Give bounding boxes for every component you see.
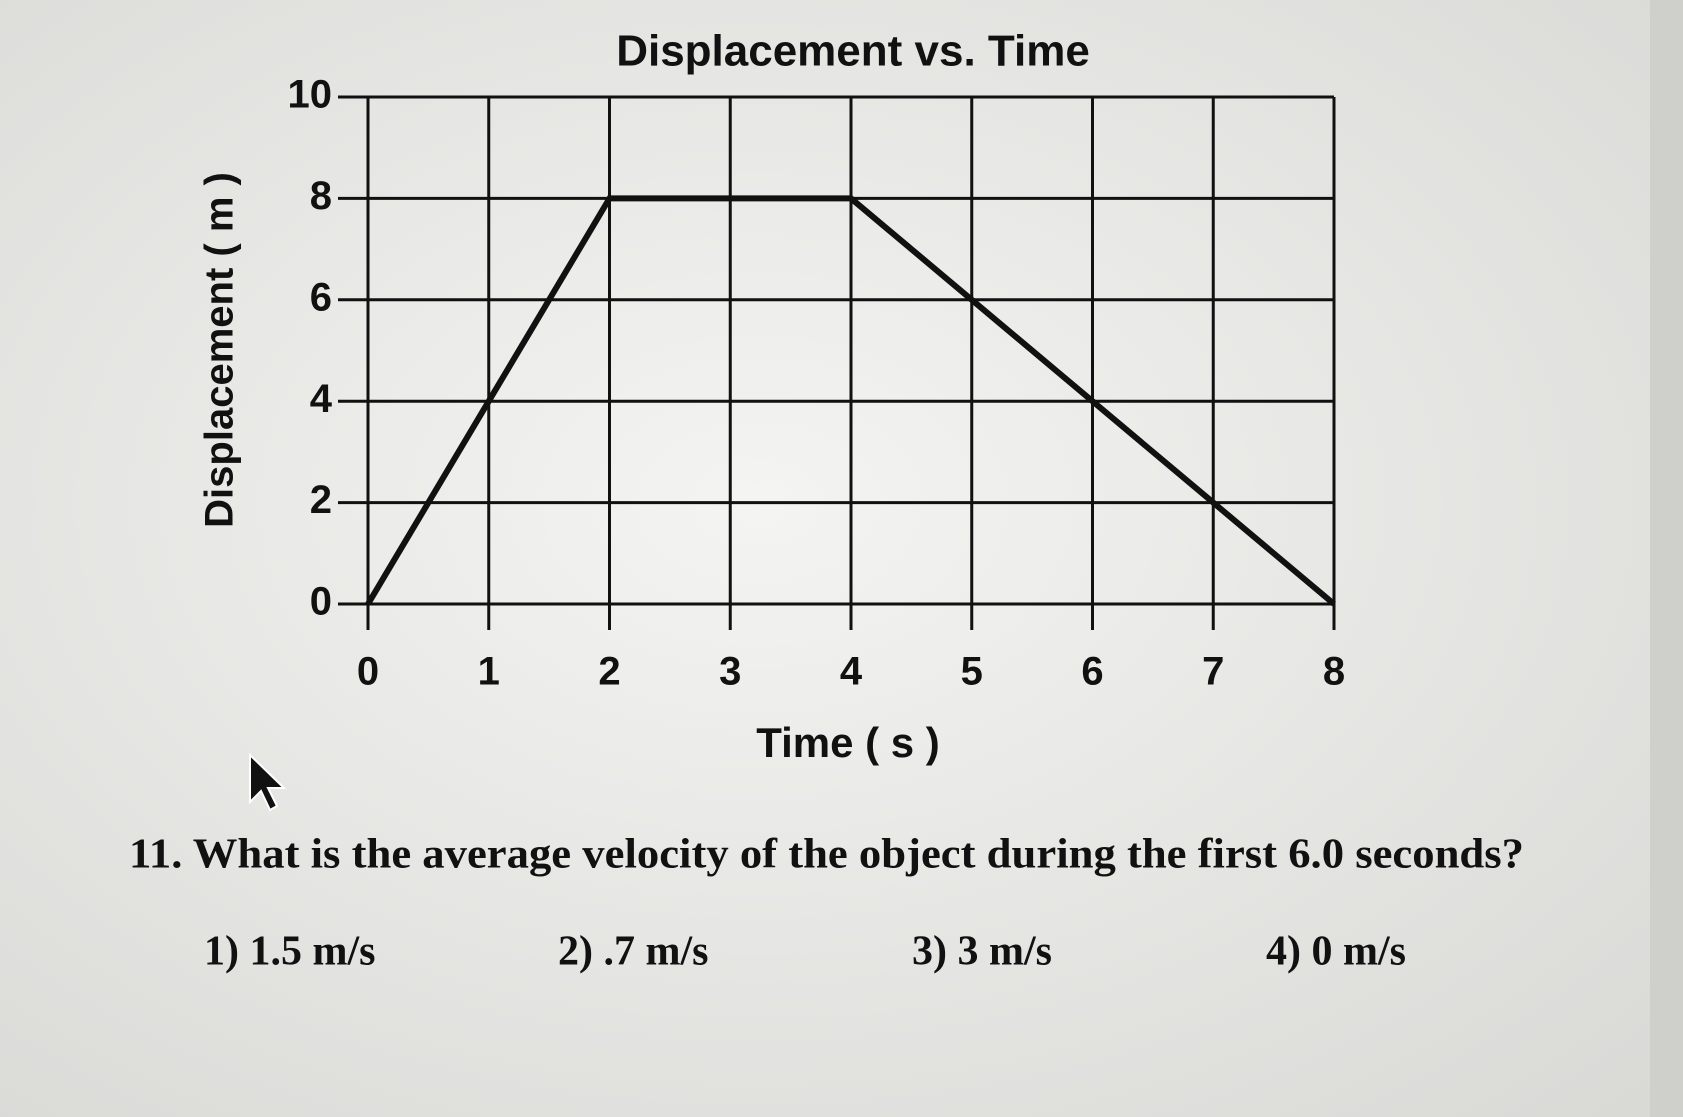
- data-line: [365, 195, 1336, 607]
- x-tick-label: 2: [598, 650, 620, 694]
- y-tick-label: 10: [288, 73, 333, 117]
- x-tick-label: 6: [1081, 650, 1103, 694]
- x-axis-label: Time ( s ): [756, 719, 940, 766]
- y-tick-label: 2: [310, 478, 332, 522]
- x-tick-label: 1: [478, 650, 500, 694]
- answer-option: 4) 0 m/s: [1266, 929, 1406, 975]
- answer-option: 3) 3 m/s: [912, 929, 1052, 975]
- y-tick-label: 6: [310, 275, 332, 319]
- mouse-cursor: [249, 752, 287, 812]
- y-axis-label: Displacement ( m ): [198, 172, 242, 528]
- answer-option: 2) .7 m/s: [558, 929, 709, 975]
- x-tick-label: 0: [357, 650, 379, 694]
- x-tick-label: 5: [961, 650, 983, 694]
- answer-options: 1) 1.5 m/s 2) .7 m/s 3) 3 m/s 4) 0 m/s: [204, 929, 1406, 975]
- chart-title: Displacement vs. Time: [616, 27, 1090, 76]
- y-tick-label: 4: [310, 377, 333, 421]
- x-tick-label: 4: [840, 650, 863, 694]
- x-tick-label: 7: [1202, 650, 1224, 694]
- x-tick-label: 8: [1323, 650, 1345, 694]
- y-tick-label: 8: [310, 174, 332, 218]
- answer-option: 1) 1.5 m/s: [204, 929, 376, 975]
- x-tick-label: 3: [719, 650, 741, 694]
- y-tick-label: 0: [310, 580, 332, 624]
- question-text: 11. What is the average velocity of the …: [129, 832, 1524, 878]
- screen-edge: [1650, 0, 1683, 1117]
